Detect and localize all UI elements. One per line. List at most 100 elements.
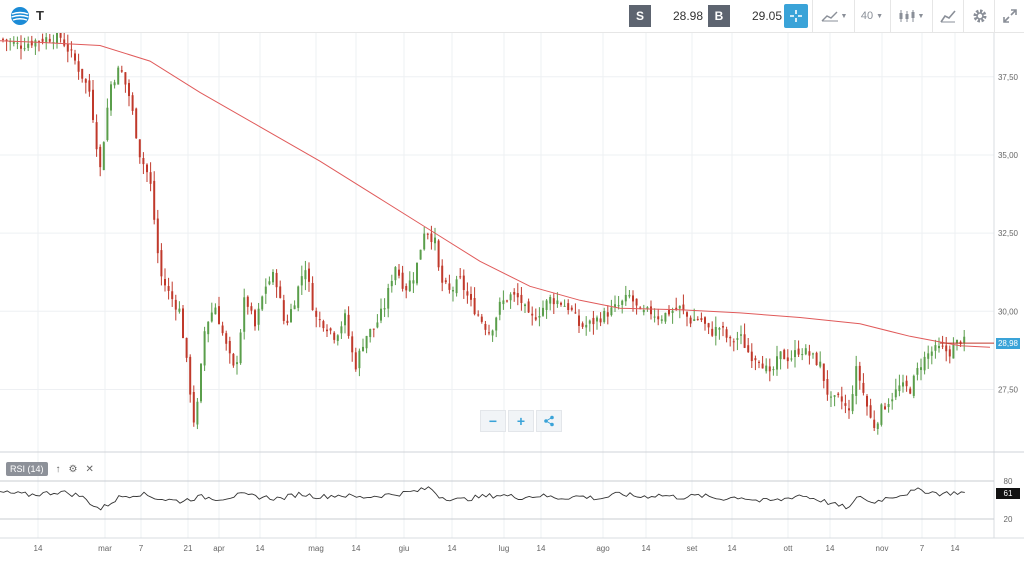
candle-body <box>747 345 750 353</box>
share-button[interactable] <box>536 410 562 432</box>
chart-type-button[interactable]: ▼ <box>818 4 850 28</box>
crosshair-icon <box>790 10 802 22</box>
candle-body <box>347 314 350 336</box>
candle-body <box>293 305 296 310</box>
candle-body <box>711 328 714 336</box>
rsi-label[interactable]: RSI (14) <box>6 462 48 476</box>
candle-style-button[interactable]: ▼ <box>894 4 928 28</box>
candle-body <box>560 302 562 305</box>
candle-body <box>866 395 868 407</box>
sell-label: S <box>629 5 651 27</box>
draw-tools-button[interactable] <box>936 4 960 28</box>
crosshair-button[interactable] <box>784 4 808 28</box>
x-tick-label: 14 <box>642 544 651 553</box>
candle-body <box>884 406 886 410</box>
candle-body <box>315 310 318 317</box>
x-tick-label: 7 <box>139 544 144 553</box>
candle-body <box>182 308 184 339</box>
candle-body <box>693 319 696 321</box>
candle-body <box>192 391 195 423</box>
x-tick-label: set <box>687 544 698 553</box>
x-tick-label: giu <box>399 544 410 553</box>
candle-body <box>250 306 253 311</box>
candle-body <box>138 139 141 158</box>
candle-body <box>844 403 847 406</box>
x-tick-label: 21 <box>184 544 193 553</box>
close-icon[interactable]: ✕ <box>85 463 94 475</box>
plus-icon: + <box>516 413 526 429</box>
candle-body <box>873 419 876 428</box>
x-tick-label: nov <box>876 544 889 553</box>
candle-body <box>632 295 634 302</box>
gear-icon[interactable]: ⚙ <box>68 463 78 475</box>
fullscreen-button[interactable] <box>998 4 1022 28</box>
candle-body <box>149 172 152 184</box>
zoom-in-button[interactable]: + <box>508 410 534 432</box>
candle-body <box>488 332 490 334</box>
candle-body <box>707 323 710 328</box>
candle-body <box>894 389 897 398</box>
settings-button[interactable] <box>968 4 992 28</box>
candle-body <box>426 233 429 235</box>
candle-body <box>434 237 436 244</box>
period-selector[interactable]: 40 ▼ <box>858 4 886 28</box>
candle-body <box>596 317 598 322</box>
candle-body <box>344 313 346 326</box>
candle-body <box>815 352 818 366</box>
zoom-out-button[interactable]: − <box>480 410 506 432</box>
candle-body <box>585 324 588 328</box>
x-tick-label: mag <box>308 544 324 553</box>
candle-body <box>369 328 372 338</box>
candle-body <box>275 272 278 288</box>
candle-body <box>189 356 192 395</box>
candle-body <box>556 300 559 305</box>
price-chart[interactable]: 14 mar 7 21 apr 14 mag 14 giu 14 lug 14 ago 14 set 14 ot… <box>0 33 1024 561</box>
candle-body <box>41 38 44 42</box>
x-tick-label: 14 <box>34 544 43 553</box>
x-tick-label: 14 <box>826 544 835 553</box>
candle-body <box>491 330 494 336</box>
candle-body <box>398 269 400 276</box>
candle-body <box>869 405 872 418</box>
rsi-header: RSI (14) ↑ ⚙ ✕ <box>6 462 94 476</box>
candle-body <box>56 33 58 44</box>
instrument-symbol[interactable]: T <box>36 8 44 23</box>
candle-body <box>534 317 537 320</box>
candle-body <box>430 233 433 243</box>
candle-body <box>801 354 804 356</box>
candle-body <box>642 310 645 313</box>
candle-body <box>81 68 84 79</box>
candle-body <box>408 280 411 292</box>
candle-body <box>225 333 228 344</box>
buy-button[interactable]: B 29.05 <box>708 5 782 27</box>
candle-body <box>153 180 156 220</box>
candle-body <box>102 142 105 171</box>
x-tick-label: ott <box>784 544 794 553</box>
candle-body <box>722 326 724 328</box>
sell-button[interactable]: S 28.98 <box>629 5 703 27</box>
candle-body <box>729 337 732 339</box>
candle-body <box>383 308 386 310</box>
candle-body <box>502 300 505 305</box>
candle-body <box>621 300 624 305</box>
candle-body <box>808 351 811 356</box>
candle-body <box>848 408 850 411</box>
x-tick-label: apr <box>213 544 225 553</box>
candle-body <box>797 348 800 355</box>
candle-body <box>786 357 789 362</box>
move-up-icon[interactable]: ↑ <box>55 463 61 475</box>
candle-body <box>290 309 292 322</box>
candle-body <box>761 363 764 369</box>
x-tick-label: mar <box>98 544 112 553</box>
chart-toolbar: T S 28.98 B 29.05 ▼ 40 ▼ ▼ <box>0 0 1024 33</box>
x-tick-label: 7 <box>920 544 925 553</box>
candle-body <box>628 294 631 297</box>
candle-body <box>743 334 746 348</box>
candle-body <box>855 366 858 396</box>
candle-body <box>372 328 375 330</box>
candle-body <box>531 313 534 316</box>
candle-body <box>462 275 465 291</box>
candle-body <box>876 423 879 429</box>
candle-body <box>376 322 379 328</box>
candle-body <box>239 332 242 364</box>
